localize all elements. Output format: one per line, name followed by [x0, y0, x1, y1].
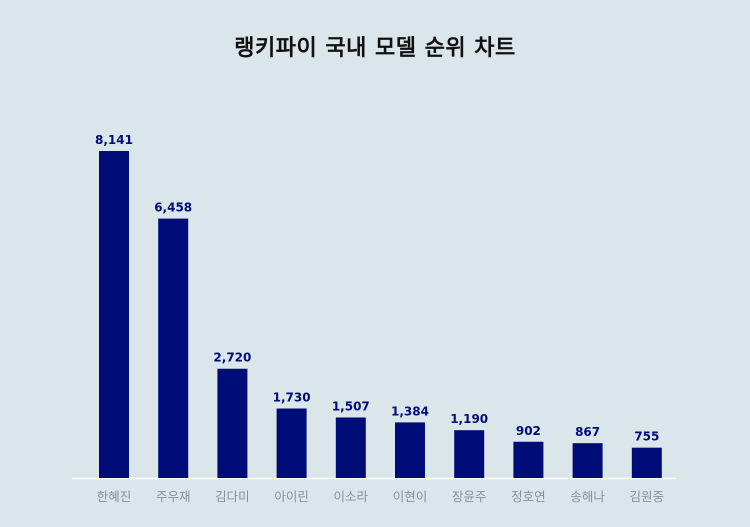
bar-value-label: 1,730	[273, 391, 311, 405]
bar	[572, 443, 603, 478]
category-label: 정호연	[511, 489, 546, 504]
category-label: 이현이	[393, 489, 428, 504]
bar	[335, 417, 366, 478]
bar-value-label: 755	[634, 430, 659, 444]
bar	[454, 430, 485, 478]
bar	[217, 368, 248, 478]
bar	[158, 218, 189, 479]
bar-value-label: 8,141	[95, 133, 133, 147]
bar	[513, 441, 544, 478]
bar-value-label: 6,458	[154, 201, 192, 215]
category-label: 김원중	[630, 489, 665, 504]
bar	[276, 408, 307, 478]
chart-title: 랭키파이 국내 모델 순위 차트	[234, 36, 516, 61]
category-label: 송해나	[570, 489, 605, 504]
bar-value-label: 2,720	[213, 351, 251, 365]
bar	[99, 151, 129, 478]
bar	[631, 447, 662, 478]
category-label: 주우재	[156, 489, 191, 504]
category-label: 이소라	[334, 489, 369, 504]
category-label: 아이린	[274, 489, 309, 504]
category-label: 김다미	[215, 489, 250, 504]
bar-value-label: 1,190	[450, 412, 488, 426]
bar-value-label: 1,507	[332, 399, 370, 413]
bar-value-label: 902	[516, 424, 541, 438]
bar	[395, 422, 425, 478]
category-label: 장윤주	[452, 489, 487, 504]
category-label: 한혜진	[97, 489, 132, 504]
bar-value-label: 867	[575, 425, 600, 439]
bar-value-label: 1,384	[391, 404, 429, 418]
